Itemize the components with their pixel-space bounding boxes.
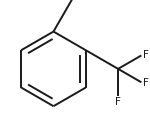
Text: F: F [115, 97, 121, 107]
Text: F: F [143, 78, 148, 88]
Text: F: F [143, 50, 148, 60]
